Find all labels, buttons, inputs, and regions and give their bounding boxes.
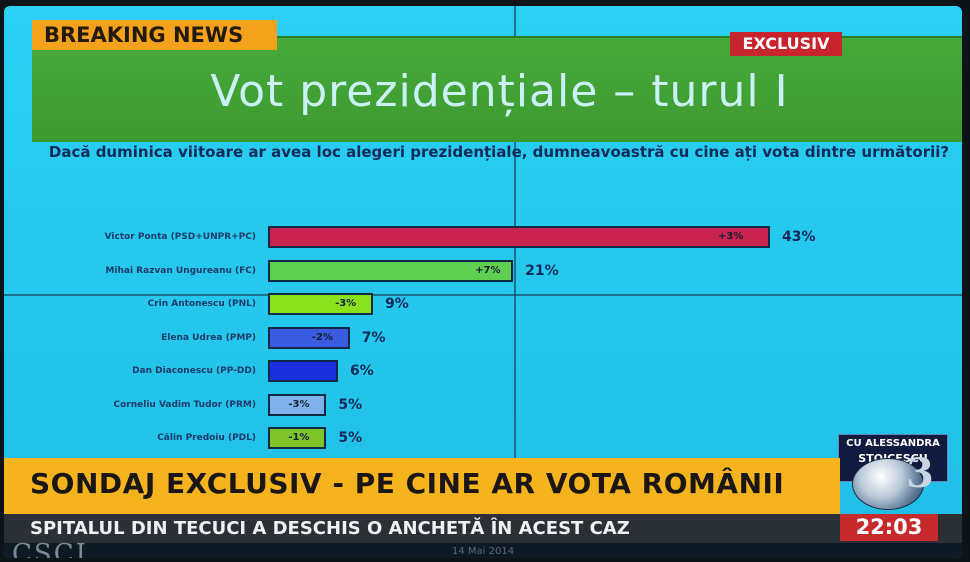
headline-bar: SONDAJ EXCLUSIV - PE CINE AR VOTA ROMÂNI… — [4, 458, 840, 514]
chart-subtitle: Dacă duminica viitoare ar avea loc alege… — [48, 143, 950, 161]
tv-screen: Vot prezidențiale – turul I BREAKING NEW… — [4, 6, 962, 558]
bottom-strip — [4, 543, 962, 558]
title-band: Vot prezidențiale – turul I — [32, 36, 962, 142]
bar-row: Călin Predoiu (PDL) -1% 5% — [4, 425, 962, 455]
bar-category-label: Crin Antonescu (PNL) — [147, 299, 256, 309]
bar-change-label: +7% — [475, 264, 501, 276]
news-ticker: SPITALUL DIN TECUCI A DESCHIS O ANCHETĂ … — [4, 514, 962, 543]
bar-change-label: -2% — [311, 331, 333, 343]
bar-category-label: Călin Predoiu (PDL) — [157, 433, 256, 443]
bar-value-label: 5% — [338, 396, 363, 413]
bar-value-label: 43% — [782, 229, 816, 245]
bar-value-label: 5% — [338, 430, 363, 446]
headline-text: SONDAJ EXCLUSIV - PE CINE AR VOTA ROMÂNI… — [30, 467, 785, 500]
breaking-news-label: BREAKING NEWS — [32, 20, 277, 50]
bar-change-label: +3% — [718, 231, 744, 242]
bar-row: Dan Diaconescu (PP-DD) 6% — [4, 358, 962, 388]
bar — [268, 226, 770, 248]
bar-category-label: Victor Ponta (PSD+UNPR+PC) — [104, 232, 256, 242]
bar — [268, 360, 339, 382]
bar-category-label: Corneliu Vadim Tudor (PRM) — [113, 399, 257, 410]
brand-logo: CSCI — [12, 539, 88, 558]
bar — [268, 259, 514, 282]
bar — [268, 293, 374, 315]
bar-value-label: 7% — [361, 329, 386, 346]
channel-number: 3 — [906, 450, 934, 497]
bar — [268, 393, 327, 416]
bar-value-label: 21% — [525, 262, 559, 279]
bar-row: Victor Ponta (PSD+UNPR+PC) +3% 43% — [4, 224, 962, 254]
bar-row: Crin Antonescu (PNL) -3% 9% — [4, 291, 962, 321]
chart-title: Vot prezidențiale – turul I — [210, 66, 789, 117]
bar-row: Corneliu Vadim Tudor (PRM) -3% 5% — [4, 392, 962, 422]
bar-row: Mihai Razvan Ungureanu (FC) +7% 21% — [4, 258, 962, 288]
bar-category-label: Mihai Razvan Ungureanu (FC) — [105, 265, 256, 276]
bar-chart: Victor Ponta (PSD+UNPR+PC) +3% 43% Mihai Ra… — [4, 224, 962, 456]
bar-change-label: -3% — [335, 298, 357, 309]
grid-line-horizontal — [4, 294, 962, 296]
bar-change-label: -3% — [288, 398, 310, 410]
bar-category-label: Dan Diaconescu (PP-DD) — [132, 366, 256, 376]
bar-category-label: Elena Udrea (PMP) — [161, 332, 256, 343]
bar-value-label: 9% — [385, 296, 409, 312]
bar-change-label: -1% — [288, 432, 310, 443]
globe-icon — [852, 458, 924, 510]
exclusive-badge: EXCLUSIV — [730, 32, 842, 56]
bar-row: Elena Udrea (PMP) -2% 7% — [4, 325, 962, 355]
broadcast-date: 14 Mai 2014 — [452, 546, 515, 557]
bar — [268, 427, 327, 449]
bar — [268, 326, 350, 349]
ticker-text: SPITALUL DIN TECUCI A DESCHIS O ANCHETĂ … — [30, 518, 630, 539]
clock: 22:03 — [840, 514, 938, 541]
bar-value-label: 6% — [350, 363, 374, 379]
presenter-line1: CU ALESSANDRA — [846, 438, 940, 449]
